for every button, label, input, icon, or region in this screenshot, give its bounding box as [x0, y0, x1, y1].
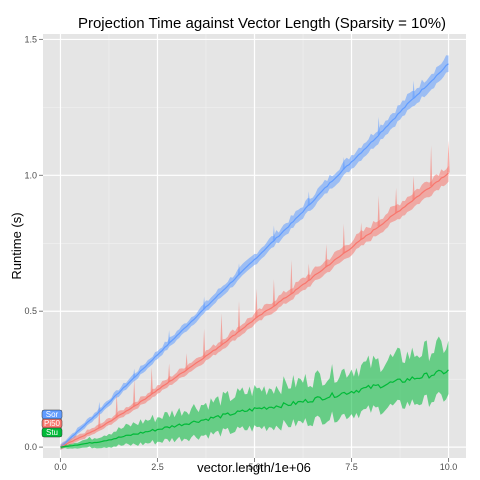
runtime-spike	[167, 363, 171, 382]
runtime-spike	[272, 225, 276, 241]
runtime-spike	[167, 330, 171, 344]
legend-label: Pi50	[44, 419, 61, 428]
runtime-spike	[237, 263, 241, 275]
confidence-band	[60, 55, 449, 450]
confidence-bands	[60, 55, 449, 450]
runtime-spike	[202, 328, 206, 358]
runtime-spike	[115, 393, 118, 418]
x-tick-label: 0.0	[54, 462, 67, 472]
runtime-spike	[342, 223, 345, 254]
runtime-spike	[412, 175, 415, 200]
runtime-spike	[377, 116, 380, 135]
x-tick-label: 5.0	[248, 462, 261, 472]
runtime-spike	[133, 379, 136, 407]
y-tick-label: 1.5	[24, 34, 37, 44]
x-tick-label: 2.5	[151, 462, 164, 472]
runtime-spike	[133, 368, 136, 378]
runtime-spikes	[98, 80, 450, 429]
runtime-spike	[394, 187, 398, 213]
legend-key	[41, 427, 63, 438]
series-lines	[60, 63, 449, 448]
y-axis-label: Runtime (s)	[9, 212, 24, 279]
runtime-spike	[360, 222, 363, 240]
runtime-spike	[307, 263, 310, 281]
runtime-spike	[237, 301, 241, 332]
x-axis-label: vector.length/1e+06	[197, 460, 311, 475]
confidence-band	[60, 336, 449, 449]
legend-label: Sor	[46, 410, 59, 419]
runtime-spike	[342, 157, 345, 170]
x-axis-ticks: 0.0 2.5 5.0 7.5 10.0	[54, 458, 457, 472]
runtime-spike	[290, 260, 293, 294]
runtime-spike	[220, 313, 223, 345]
x-tick-label: 7.5	[345, 462, 358, 472]
runtime-spike	[429, 145, 433, 187]
legend-label: Stu	[46, 428, 58, 437]
chart-title: Projection Time against Vector Length (S…	[78, 15, 446, 32]
runtime-spike	[98, 407, 101, 429]
y-tick-label: 0.0	[24, 442, 37, 452]
series-line	[60, 172, 449, 448]
y-axis-ticks: 0.0 0.5 1.0 1.5	[24, 34, 43, 452]
runtime-spike	[272, 279, 276, 306]
runtime-spike	[150, 367, 153, 395]
series-line	[60, 63, 449, 448]
runtime-spike	[98, 401, 101, 412]
runtime-spike	[307, 191, 310, 206]
runtime-spike	[447, 140, 450, 173]
series-line	[60, 369, 449, 448]
runtime-spike	[255, 288, 258, 318]
runtime-spike	[185, 353, 188, 370]
runtime-spike	[325, 244, 328, 267]
runtime-spike	[412, 80, 415, 99]
y-tick-label: 0.5	[24, 306, 37, 316]
runtime-spike	[202, 296, 206, 310]
runtime-spike	[377, 195, 380, 227]
x-tick-label: 10.0	[440, 462, 458, 472]
y-tick-label: 1.0	[24, 170, 37, 180]
